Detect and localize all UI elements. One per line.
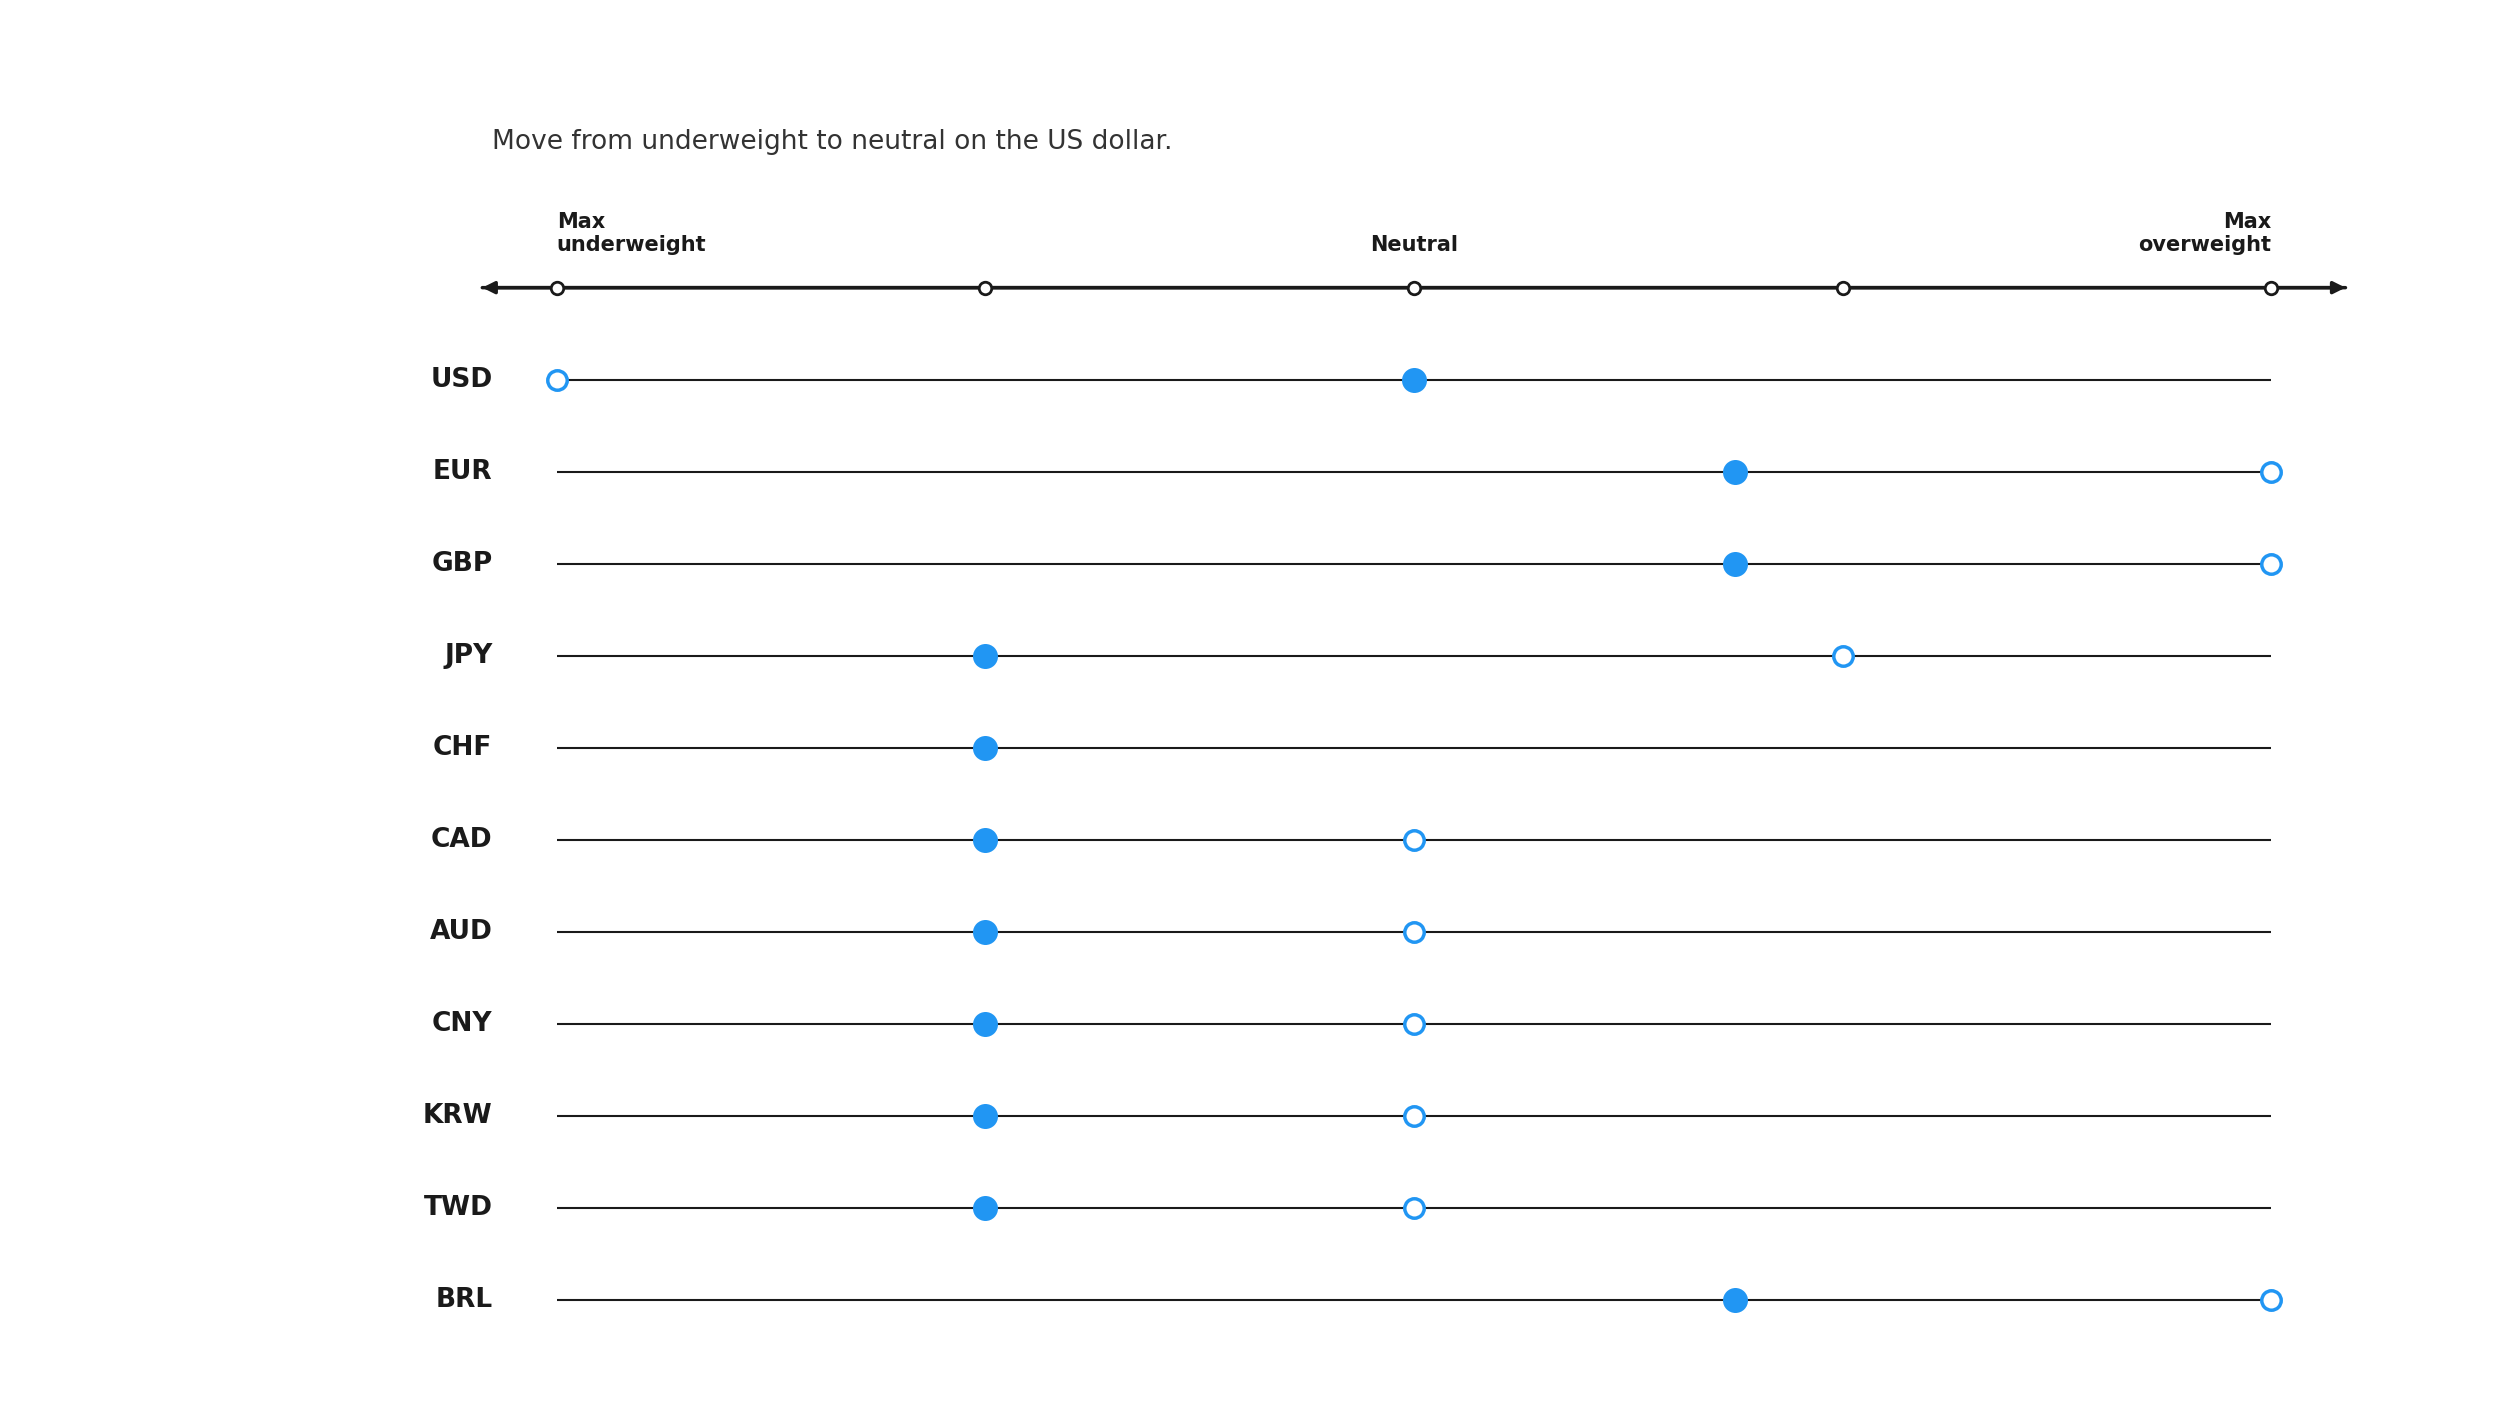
Text: JPY: JPY — [444, 643, 492, 668]
Text: Move from underweight to neutral on the US dollar.: Move from underweight to neutral on the … — [492, 129, 1173, 154]
Text: Neutral: Neutral — [1370, 234, 1458, 256]
Text: CHF: CHF — [432, 736, 492, 761]
Text: KRW: KRW — [422, 1104, 492, 1129]
Text: CAD: CAD — [432, 827, 492, 854]
Text: Max
overweight: Max overweight — [2139, 212, 2271, 256]
Text: USD: USD — [429, 366, 492, 393]
Text: Max
underweight: Max underweight — [557, 212, 706, 256]
Text: AUD: AUD — [429, 920, 492, 945]
Text: EUR: EUR — [432, 459, 492, 484]
Text: TWD: TWD — [424, 1195, 492, 1221]
Text: GBP: GBP — [432, 550, 492, 577]
Text: BRL: BRL — [434, 1287, 492, 1314]
Text: CNY: CNY — [432, 1011, 492, 1038]
